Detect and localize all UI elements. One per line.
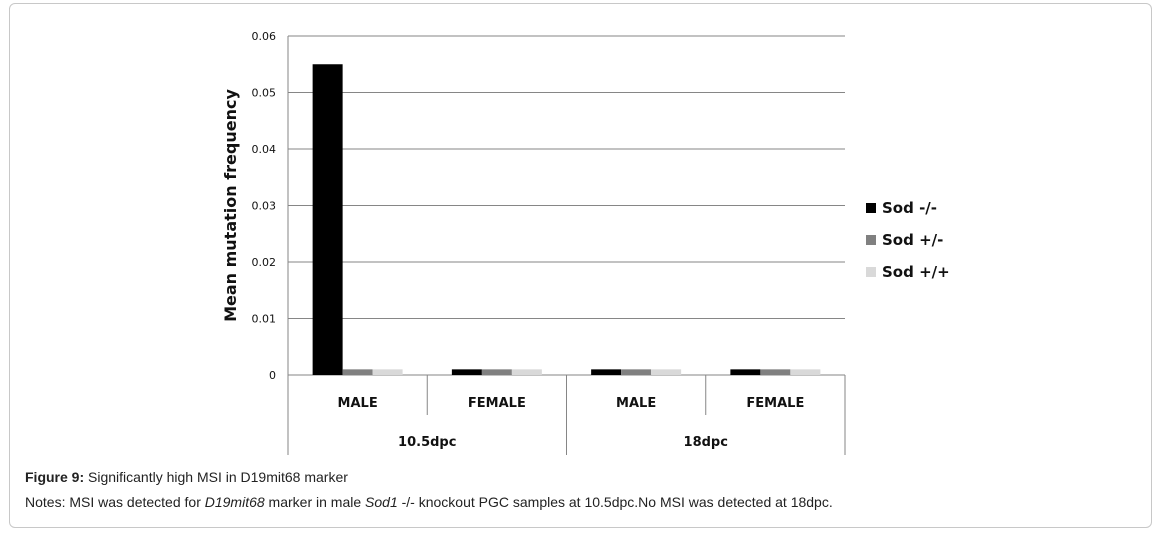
bar	[511, 369, 542, 375]
bar	[481, 369, 512, 375]
legend-item-sod-het: Sod +/-	[866, 230, 943, 250]
bar	[451, 369, 482, 375]
notes-prefix: Notes: MSI was detected for	[25, 494, 205, 510]
y-tick-label: 0.01	[252, 313, 277, 326]
figure-notes: Notes: MSI was detected for D19mit68 mar…	[25, 494, 833, 510]
legend-item-sod-wt: Sod +/+	[866, 262, 950, 282]
y-axis-label: Mean mutation frequency	[221, 89, 240, 322]
legend-swatch-sod-ko	[866, 203, 876, 213]
y-tick-label: 0	[269, 369, 276, 382]
legend-swatch-sod-wt	[866, 267, 876, 277]
bar	[730, 369, 761, 375]
bar	[621, 369, 652, 375]
y-tick-label: 0.03	[252, 200, 277, 213]
notes-marker: D19mit68	[204, 494, 265, 510]
y-tick-label: 0.02	[252, 256, 277, 269]
legend-item-sod-ko: Sod -/-	[866, 198, 937, 218]
bar	[591, 369, 622, 375]
notes-gene: Sod1	[365, 494, 398, 510]
group-label: 18dpc	[684, 435, 728, 450]
legend-swatch-sod-het	[866, 235, 876, 245]
notes-suffix: -/- knockout PGC samples at 10.5dpc.No M…	[397, 494, 833, 510]
y-tick-label: 0.04	[252, 143, 277, 156]
bar	[312, 64, 343, 375]
bar	[342, 369, 373, 375]
x-tick-label: FEMALE	[468, 396, 526, 411]
x-tick-label: MALE	[338, 396, 378, 411]
bar	[790, 369, 821, 375]
legend-label-sod-het: Sod +/-	[882, 231, 944, 249]
figure-caption: Figure 9: Significantly high MSI in D19m…	[25, 469, 348, 485]
y-tick-label: 0.06	[252, 30, 277, 43]
x-tick-label: MALE	[616, 396, 656, 411]
bar	[651, 369, 682, 375]
group-label: 10.5dpc	[398, 435, 456, 450]
notes-mid: marker in male	[264, 494, 366, 510]
bar	[372, 369, 403, 375]
legend-label-sod-wt: Sod +/+	[882, 263, 950, 281]
x-tick-label: FEMALE	[746, 396, 804, 411]
y-tick-label: 0.05	[252, 87, 277, 100]
bar	[760, 369, 791, 375]
legend-label-sod-ko: Sod -/-	[882, 199, 937, 217]
figure-label: Figure 9:	[25, 469, 85, 485]
figure-frame	[9, 3, 1152, 528]
figure-caption-text: Significantly high MSI in D19mit68 marke…	[84, 469, 348, 485]
